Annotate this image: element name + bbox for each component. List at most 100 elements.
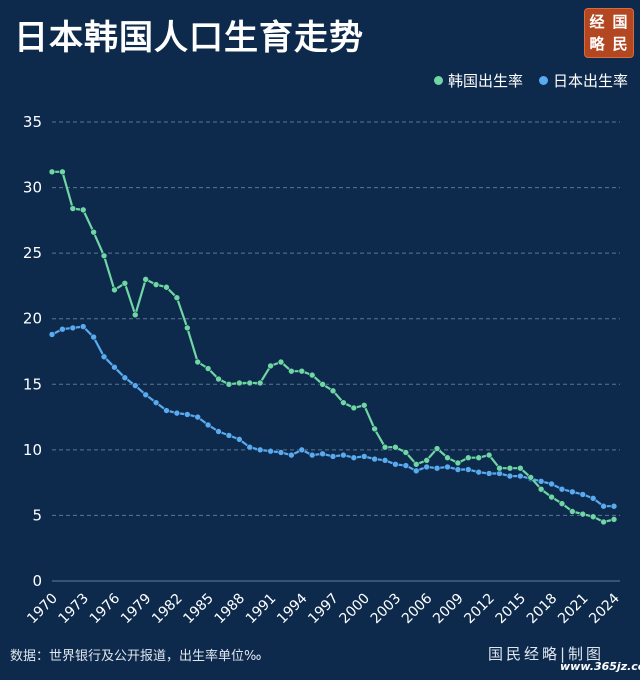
data-source-note: 数据：世界银行及公开报道，出生率单位‰	[10, 645, 261, 664]
data-point-korea	[559, 501, 565, 507]
data-point-korea	[184, 325, 190, 331]
data-point-japan	[455, 467, 461, 473]
data-point-japan	[465, 467, 471, 473]
data-point-korea	[205, 366, 211, 372]
data-point-japan	[247, 444, 253, 450]
data-point-korea	[517, 465, 523, 471]
x-tick-label: 1976	[87, 590, 124, 627]
data-point-japan	[174, 410, 180, 416]
data-point-japan	[413, 468, 419, 474]
data-point-korea	[444, 455, 450, 461]
data-point-japan	[320, 451, 326, 457]
data-point-korea	[122, 280, 128, 286]
data-point-japan	[361, 453, 367, 459]
data-point-japan	[538, 478, 544, 484]
data-point-korea	[413, 461, 419, 467]
data-point-korea	[351, 405, 357, 411]
data-point-japan	[486, 470, 492, 476]
x-tick-label: 2012	[461, 591, 498, 628]
data-point-japan	[216, 428, 222, 434]
data-point-korea	[455, 460, 461, 466]
data-point-korea	[528, 474, 534, 480]
data-point-japan	[601, 503, 607, 509]
data-point-korea	[49, 169, 55, 175]
data-point-japan	[236, 436, 242, 442]
data-point-japan	[330, 453, 336, 459]
data-point-korea	[340, 400, 346, 406]
x-tick-label: 2024	[586, 590, 623, 627]
x-tick-label: 2009	[430, 591, 467, 628]
data-point-japan	[559, 486, 565, 492]
data-point-korea	[601, 519, 607, 525]
data-point-japan	[424, 464, 430, 470]
x-tick-label: 1970	[24, 591, 61, 628]
data-point-korea	[59, 169, 65, 175]
data-point-korea	[226, 381, 232, 387]
y-tick-label: 30	[23, 179, 42, 197]
data-point-japan	[549, 481, 555, 487]
x-tick-label: 1994	[274, 590, 311, 627]
x-tick-label: 1988	[212, 591, 249, 628]
data-point-korea	[299, 368, 305, 374]
data-point-japan	[611, 503, 617, 509]
data-point-japan	[476, 469, 482, 475]
data-point-japan	[143, 392, 149, 398]
data-point-korea	[236, 380, 242, 386]
data-point-japan	[122, 375, 128, 381]
y-tick-label: 0	[32, 572, 42, 590]
data-point-korea	[101, 253, 107, 259]
y-tick-label: 35	[23, 113, 42, 131]
data-point-korea	[195, 359, 201, 365]
data-point-korea	[80, 207, 86, 213]
data-point-korea	[611, 516, 617, 522]
data-point-japan	[101, 354, 107, 360]
data-point-korea	[392, 444, 398, 450]
x-tick-label: 1997	[305, 591, 342, 628]
x-tick-label: 1985	[180, 591, 217, 628]
data-point-japan	[403, 463, 409, 469]
data-point-korea	[278, 359, 284, 365]
data-point-japan	[70, 325, 76, 331]
data-point-japan	[111, 364, 117, 370]
data-point-japan	[59, 326, 65, 332]
data-point-korea	[268, 363, 274, 369]
series-line-korea	[52, 172, 614, 522]
x-tick-label: 2006	[399, 590, 436, 627]
data-point-japan	[351, 455, 357, 461]
x-tick-label: 1973	[56, 591, 93, 628]
data-point-japan	[444, 464, 450, 470]
x-tick-label: 2015	[493, 591, 530, 628]
data-point-japan	[278, 449, 284, 455]
x-tick-label: 1982	[149, 591, 186, 628]
data-point-korea	[163, 284, 169, 290]
x-tick-label: 1991	[243, 591, 280, 628]
y-tick-label: 15	[23, 375, 42, 393]
data-point-korea	[143, 276, 149, 282]
data-point-korea	[424, 457, 430, 463]
data-point-japan	[163, 408, 169, 414]
data-point-japan	[80, 324, 86, 330]
data-point-korea	[174, 295, 180, 301]
data-point-japan	[153, 400, 159, 406]
data-point-japan	[309, 452, 315, 458]
data-point-japan	[268, 448, 274, 454]
x-tick-label: 2003	[368, 591, 405, 628]
data-point-japan	[517, 473, 523, 479]
x-tick-label: 2021	[555, 591, 592, 628]
data-point-korea	[465, 455, 471, 461]
y-tick-label: 20	[23, 310, 42, 328]
data-point-korea	[476, 455, 482, 461]
data-point-korea	[111, 287, 117, 293]
data-point-korea	[320, 381, 326, 387]
data-point-korea	[257, 380, 263, 386]
data-point-korea	[382, 444, 388, 450]
data-point-korea	[549, 494, 555, 500]
data-point-japan	[205, 422, 211, 428]
data-point-korea	[216, 376, 222, 382]
data-point-japan	[257, 447, 263, 453]
data-point-korea	[486, 452, 492, 458]
data-point-korea	[590, 514, 596, 520]
data-point-japan	[184, 411, 190, 417]
data-point-korea	[70, 206, 76, 212]
